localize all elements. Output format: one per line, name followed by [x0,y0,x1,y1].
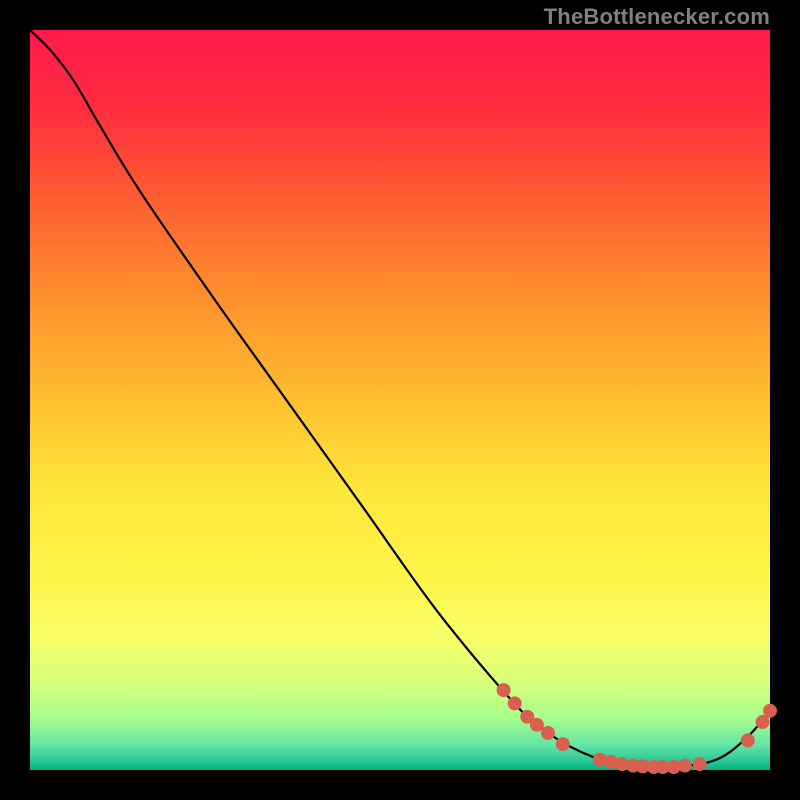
marker-point [508,697,521,710]
marker-point [497,684,510,697]
marker-point [764,704,777,717]
marker-point [678,759,691,772]
marker-point [530,718,543,731]
marker-point [542,727,555,740]
plot-svg [0,0,800,800]
marker-point [693,758,706,771]
watermark-text: TheBottlenecker.com [544,4,770,30]
plot-background [30,30,770,770]
marker-point [756,715,769,728]
marker-point [741,734,754,747]
figure-root: TheBottlenecker.com [0,0,800,800]
marker-point [556,738,569,751]
